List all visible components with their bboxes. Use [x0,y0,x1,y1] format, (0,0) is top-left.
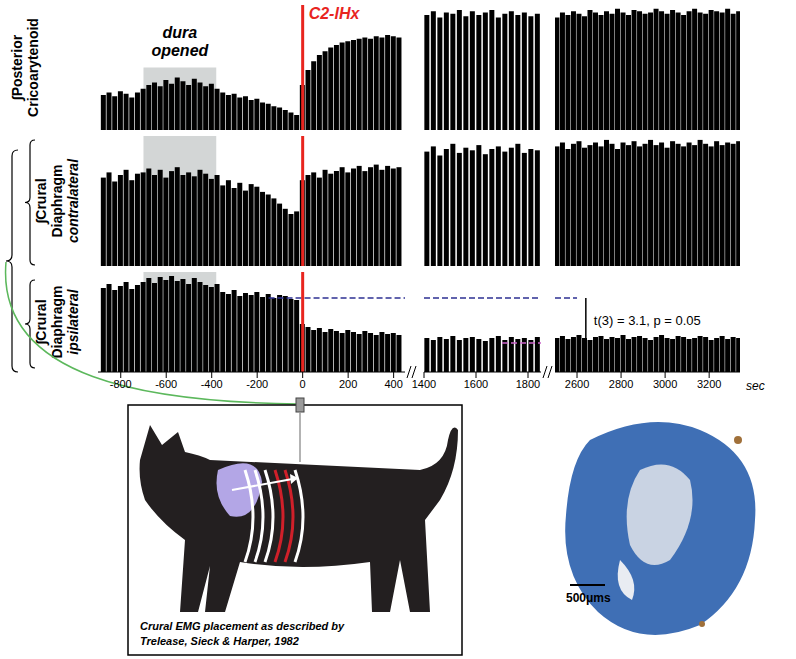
svg-text:-800: -800 [110,378,132,390]
svg-text:∫Crural: ∫Crural [33,178,50,224]
svg-text:sec: sec [746,379,765,393]
svg-text:-400: -400 [201,378,223,390]
svg-text:t(3) = 3.1, p = 0.05: t(3) = 3.1, p = 0.05 [594,313,701,328]
svg-text:-600: -600 [155,378,177,390]
svg-text:C2-lHx: C2-lHx [309,5,361,22]
svg-text:0: 0 [300,378,306,390]
svg-text:Crural EMG placement as descri: Crural EMG placement as described byTrel… [140,620,345,647]
svg-text:3200: 3200 [697,378,721,390]
svg-text:2800: 2800 [609,378,633,390]
svg-text:-200: -200 [246,378,268,390]
svg-text:Diaphragm: Diaphragm [49,164,65,237]
svg-text:ipsilateral: ipsilateral [65,288,81,354]
svg-text:1800: 1800 [516,378,540,390]
svg-text:∫Posterior: ∫Posterior [9,34,26,101]
svg-text:1600: 1600 [464,378,488,390]
svg-text:400: 400 [384,378,402,390]
svg-text:Cricoarytenoid: Cricoarytenoid [25,18,41,117]
svg-text:duraopened: duraopened [151,24,209,59]
svg-text:Diaphragm: Diaphragm [49,285,65,358]
svg-text:∫Crural: ∫Crural [33,299,50,345]
svg-text:contralateral: contralateral [65,158,81,243]
svg-text:3000: 3000 [653,378,677,390]
svg-text:2600: 2600 [565,378,589,390]
svg-text:500μms: 500μms [566,591,611,605]
svg-text:1400: 1400 [412,378,436,390]
svg-text:200: 200 [339,378,357,390]
